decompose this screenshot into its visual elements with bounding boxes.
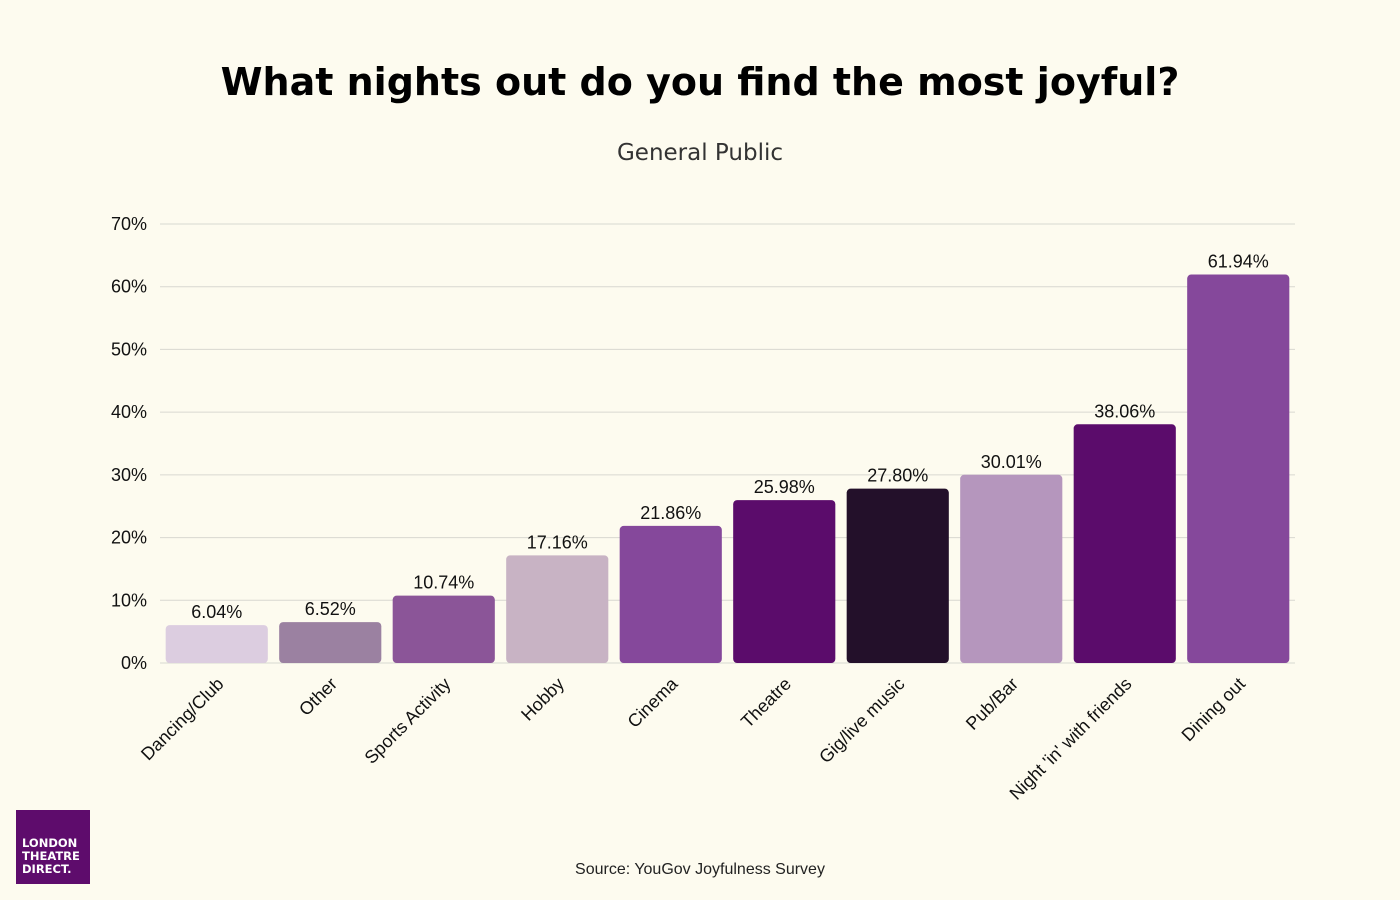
bar [733, 500, 836, 663]
chart-title: What nights out do you find the most joy… [220, 60, 1180, 104]
x-tick-label: Dining out [1178, 674, 1249, 745]
chart-subtitle: General Public [616, 140, 784, 166]
bar [1073, 424, 1176, 663]
y-tick-label: 50% [111, 339, 147, 359]
data-label: 27.80% [867, 466, 928, 486]
y-tick-label: 60% [111, 277, 147, 297]
data-label: 25.98% [754, 477, 815, 497]
x-tick-label: Theatre [737, 674, 795, 732]
x-tick-label: Sports Activity [361, 674, 455, 768]
bar [846, 488, 949, 663]
y-tick-label: 70% [111, 214, 147, 234]
x-tick-label: Night 'in' with friends [1006, 674, 1136, 804]
bar [279, 622, 382, 663]
y-tick-label: 20% [111, 528, 147, 548]
bar [392, 595, 495, 663]
bar [960, 474, 1063, 663]
bar [1187, 274, 1290, 663]
x-tick-label: Hobby [517, 674, 568, 725]
data-label: 61.94% [1208, 252, 1269, 272]
data-label: 38.06% [1094, 401, 1155, 421]
y-tick-label: 0% [121, 653, 147, 673]
bar [165, 625, 268, 663]
x-tick-label: Pub/Bar [962, 674, 1022, 734]
london-theatre-direct-logo: LONDON THEATRE DIRECT. [16, 810, 90, 884]
data-label: 6.04% [191, 602, 242, 622]
x-tick-label: Dancing/Club [137, 674, 228, 765]
y-tick-label: 30% [111, 465, 147, 485]
logo-line: LONDON [22, 836, 78, 850]
data-label: 6.52% [305, 599, 356, 619]
y-tick-label: 40% [111, 402, 147, 422]
bar [506, 555, 609, 663]
data-label: 21.86% [640, 503, 701, 523]
data-label: 30.01% [981, 452, 1042, 472]
x-tick-label: Cinema [624, 673, 683, 732]
y-tick-label: 10% [111, 590, 147, 610]
bar [619, 525, 722, 663]
logo-line: THEATRE [22, 849, 80, 863]
data-label: 17.16% [527, 532, 588, 552]
logo-line: DIRECT. [22, 862, 72, 876]
source-note: Source: YouGov Joyfulness Survey [575, 861, 825, 878]
x-tick-label: Gig/live music [815, 674, 908, 767]
data-label: 10.74% [413, 573, 474, 593]
x-tick-label: Other [295, 674, 341, 720]
